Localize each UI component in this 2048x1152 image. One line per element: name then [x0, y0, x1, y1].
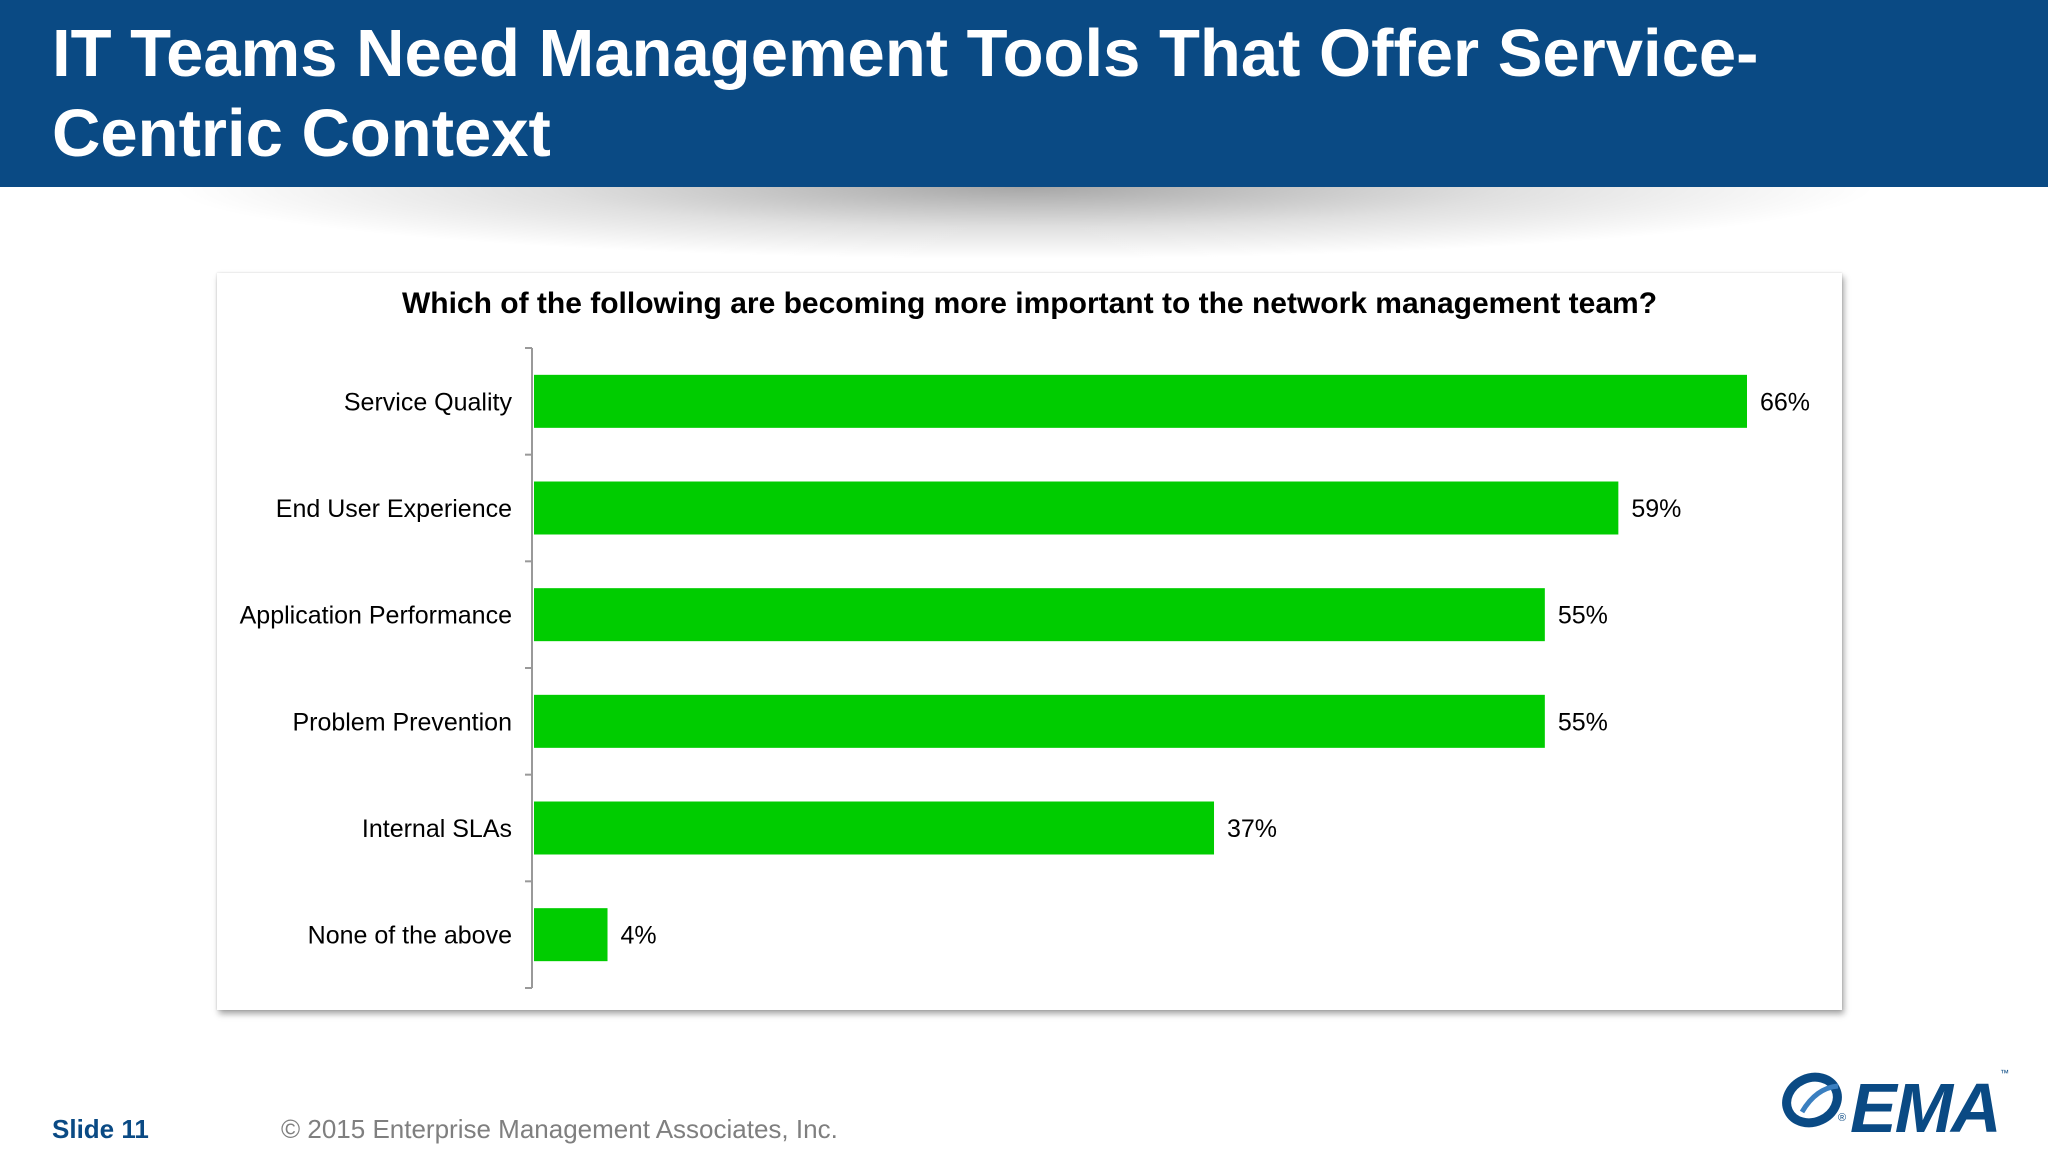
category-label: Internal SLAs	[362, 815, 512, 843]
bar	[534, 374, 1747, 428]
ema-logo: EMA ™ ®	[1782, 1066, 2012, 1148]
data-label: 59%	[1631, 495, 1681, 523]
title-bar: IT Teams Need Management Tools That Offe…	[0, 0, 2048, 187]
category-label: Application Performance	[240, 602, 512, 630]
category-label: None of the above	[308, 922, 512, 950]
chart-panel: Which of the following are becoming more…	[217, 273, 1842, 1010]
bar	[534, 588, 1545, 642]
logo-swirl-icon	[1782, 1072, 1842, 1128]
title-bar-shadow	[0, 187, 2048, 277]
data-label: 55%	[1558, 602, 1608, 630]
data-label: 55%	[1558, 708, 1608, 736]
category-label: End User Experience	[276, 495, 512, 523]
slide-title: IT Teams Need Management Tools That Offe…	[52, 16, 1759, 171]
copyright-text: © 2015 Enterprise Management Associates,…	[281, 1114, 838, 1144]
logo-trademark: ™	[2000, 1068, 2009, 1078]
slide-number: Slide 11	[52, 1114, 149, 1144]
bar	[534, 481, 1619, 535]
category-label: Problem Prevention	[292, 708, 512, 736]
bar-chart: Service Quality 66% End User Experience 59%…	[240, 347, 1810, 989]
chart-title: Which of the following are becoming more…	[401, 287, 1658, 320]
bar	[534, 694, 1545, 748]
logo-registered: ®	[1838, 1112, 1847, 1124]
bar	[534, 908, 608, 962]
logo-text: EMA	[1850, 1069, 2002, 1147]
data-label: 4%	[621, 922, 657, 950]
data-label: 66%	[1760, 388, 1810, 416]
category-label: Service Quality	[344, 388, 513, 416]
data-label: 37%	[1227, 815, 1277, 843]
bar	[534, 801, 1215, 855]
